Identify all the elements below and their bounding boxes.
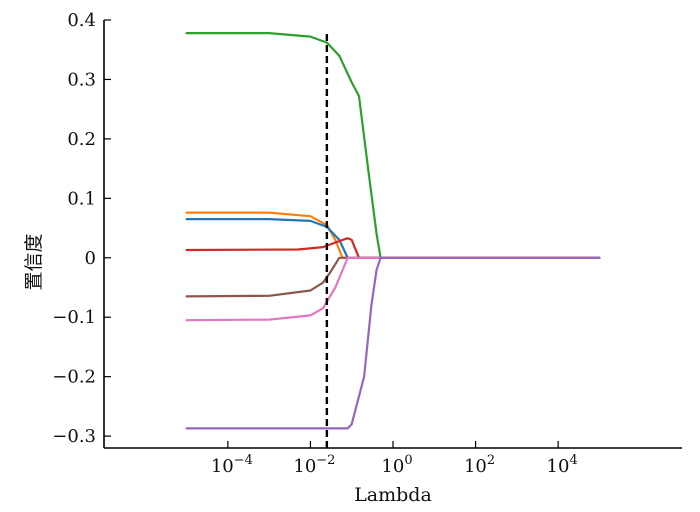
y-tick-label: 0.4 [67, 10, 96, 31]
series-line-1 [185, 32, 601, 259]
y-tick-label: −0.1 [52, 307, 96, 328]
series-line-6 [185, 256, 601, 322]
x-tick-label: 10−2 [293, 453, 335, 477]
y-axis-title: 置信度 [23, 233, 45, 290]
y-tick-label: −0.3 [52, 426, 96, 447]
x-tick-label: 102 [464, 453, 495, 477]
series-layer [185, 32, 601, 430]
y-tick-label: 0.2 [67, 129, 96, 150]
series-line-5 [185, 256, 601, 298]
x-axis-title: Lambda [354, 484, 432, 506]
series-line-4 [185, 237, 601, 259]
x-tick-label: 100 [381, 453, 412, 477]
series-line-7 [185, 256, 601, 430]
x-tick-label: 10−4 [211, 453, 253, 477]
x-tick-label: 104 [547, 453, 578, 477]
y-tick-label: 0.1 [67, 188, 96, 209]
axes-layer [103, 20, 682, 449]
y-tick-label: 0 [85, 248, 96, 269]
series-line-3 [185, 218, 601, 259]
y-tick-label: −0.2 [52, 367, 96, 388]
y-ticks: 0.4 0.3 0.2 0.1 0 −0.1 −0.2 −0.3 [52, 10, 111, 447]
x-ticks: 10−4 10−2 100 102 104 [211, 441, 578, 477]
y-tick-label: 0.3 [67, 69, 96, 90]
